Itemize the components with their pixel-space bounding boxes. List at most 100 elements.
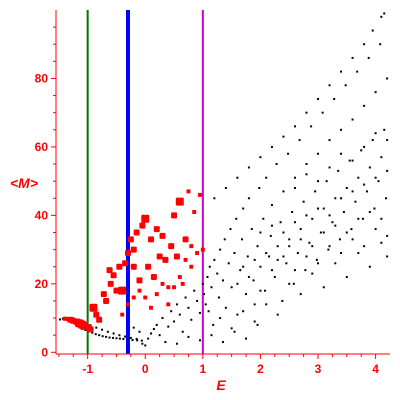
- black-point: [187, 306, 190, 309]
- black-point: [250, 228, 253, 231]
- black-point: [140, 339, 143, 342]
- black-point: [288, 282, 291, 285]
- black-point: [216, 272, 219, 275]
- x-tick-label: 2: [257, 362, 264, 376]
- black-point: [239, 269, 242, 272]
- x-tick-label: 3: [315, 362, 322, 376]
- black-point: [298, 139, 301, 142]
- black-point: [348, 159, 351, 162]
- black-point: [325, 180, 328, 183]
- black-point: [241, 238, 244, 241]
- black-point: [265, 303, 268, 306]
- black-point: [265, 176, 268, 179]
- y-tick-label: 40: [35, 208, 49, 222]
- black-point: [196, 299, 199, 302]
- black-point: [328, 166, 331, 169]
- black-point: [219, 317, 222, 320]
- black-point: [317, 152, 320, 155]
- y-tick-label: 0: [41, 345, 48, 359]
- black-point: [334, 224, 337, 227]
- black-point: [59, 318, 62, 321]
- black-point: [219, 248, 222, 251]
- black-point: [288, 238, 291, 241]
- red-point: [103, 297, 110, 304]
- black-point: [351, 118, 354, 121]
- black-point: [158, 334, 161, 337]
- black-point: [368, 166, 371, 169]
- black-point: [377, 180, 380, 183]
- black-point: [363, 43, 366, 46]
- black-point: [270, 269, 273, 272]
- black-point: [340, 128, 343, 131]
- black-point: [374, 228, 377, 231]
- red-point: [139, 222, 146, 229]
- black-point: [202, 293, 205, 296]
- black-point: [235, 217, 238, 220]
- black-point: [279, 221, 282, 224]
- red-point: [166, 285, 171, 290]
- red-point: [172, 285, 177, 290]
- black-point: [321, 111, 324, 114]
- black-point: [270, 145, 273, 148]
- red-point: [130, 263, 137, 270]
- black-point: [126, 338, 129, 341]
- black-point: [374, 91, 377, 94]
- y-tick-label: 80: [35, 71, 49, 85]
- black-point: [363, 145, 366, 148]
- red-point: [154, 292, 159, 297]
- black-point: [380, 15, 383, 18]
- black-point: [276, 245, 279, 248]
- black-point: [287, 152, 290, 155]
- black-point: [371, 139, 374, 142]
- black-point: [247, 197, 250, 200]
- black-point: [299, 228, 302, 231]
- black-point: [340, 152, 343, 155]
- red-point: [153, 226, 160, 233]
- black-point: [311, 217, 314, 220]
- red-point: [175, 197, 184, 206]
- black-point: [262, 217, 265, 220]
- black-point: [351, 238, 354, 241]
- red-point: [70, 317, 75, 322]
- black-point: [245, 337, 248, 340]
- black-point: [101, 335, 104, 338]
- red-point: [87, 326, 94, 333]
- black-point: [322, 286, 325, 289]
- x-tick-label: 4: [372, 362, 379, 376]
- red-point: [195, 251, 200, 256]
- black-point-series: [59, 12, 389, 347]
- red-point: [143, 295, 148, 300]
- black-point: [155, 323, 158, 326]
- red-point: [120, 312, 125, 317]
- black-point: [334, 197, 337, 200]
- black-point: [360, 149, 363, 152]
- black-point: [328, 245, 331, 248]
- black-point: [282, 135, 285, 138]
- red-point: [173, 253, 180, 260]
- red-point: [125, 302, 130, 307]
- black-point: [95, 326, 98, 329]
- black-point: [371, 29, 374, 32]
- black-point: [345, 275, 348, 278]
- black-point: [161, 317, 164, 320]
- black-point: [328, 139, 331, 142]
- black-point: [259, 289, 262, 292]
- black-point: [193, 289, 196, 292]
- black-point: [305, 173, 308, 176]
- black-point: [170, 310, 173, 313]
- red-point: [122, 260, 129, 267]
- black-point: [345, 231, 348, 234]
- red-point: [186, 189, 191, 194]
- black-point: [363, 245, 366, 248]
- black-point: [236, 313, 239, 316]
- black-point: [340, 197, 343, 200]
- black-point: [308, 241, 311, 244]
- black-point: [105, 335, 108, 338]
- red-point: [189, 264, 194, 269]
- black-point: [187, 335, 190, 338]
- black-point: [91, 331, 94, 334]
- x-tick-label: -1: [82, 362, 93, 376]
- red-point: [131, 295, 136, 300]
- black-point: [175, 342, 178, 345]
- black-point: [380, 156, 383, 159]
